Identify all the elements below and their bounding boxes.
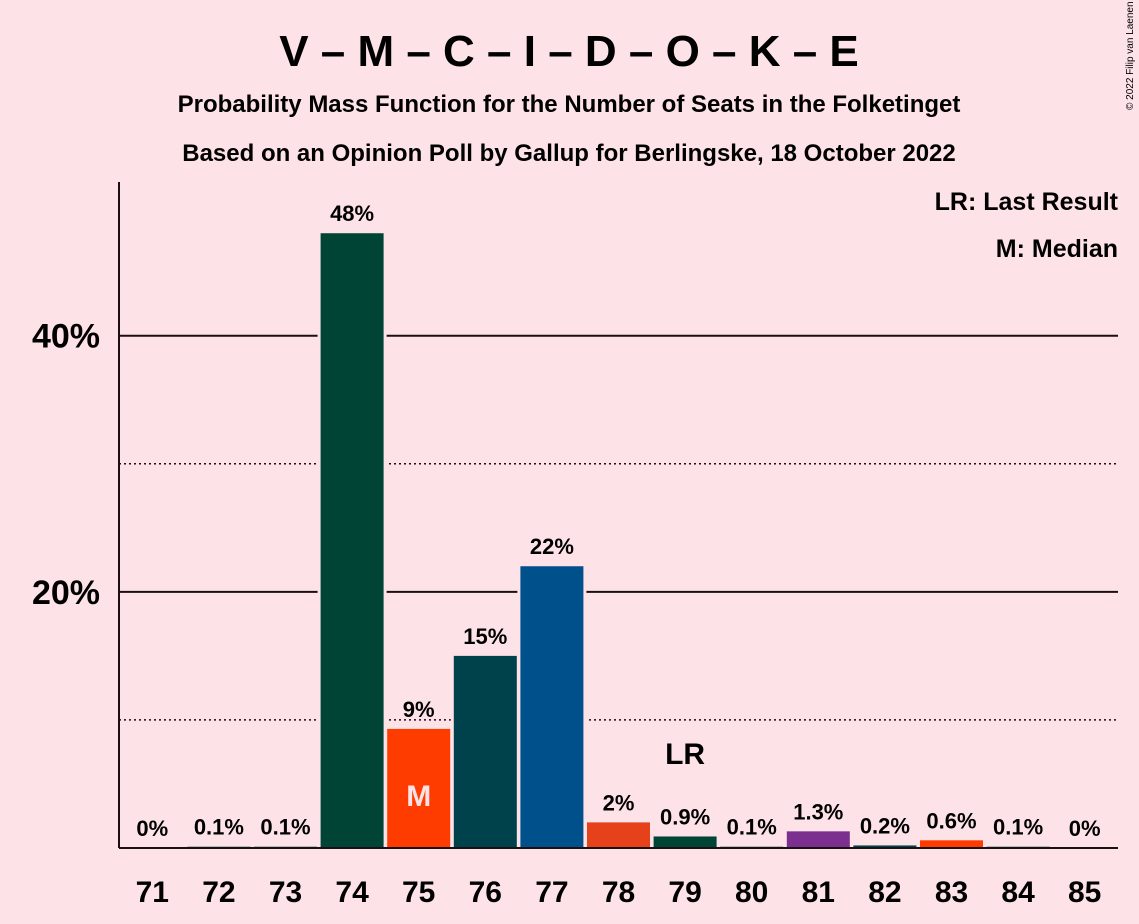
data-label: 0.1%: [727, 815, 777, 840]
bar-halo: [717, 843, 787, 848]
x-tick-label: 78: [602, 876, 635, 909]
data-label: 0.1%: [993, 815, 1043, 840]
data-label: 0.1%: [260, 815, 310, 840]
x-tick-label: 73: [269, 876, 302, 909]
x-tick-label: 74: [335, 876, 369, 909]
bar-halo: [251, 843, 320, 848]
x-tick-label: 79: [668, 876, 701, 909]
data-label: 1.3%: [793, 799, 843, 824]
copyright-notice: © 2022 Filip van Laenen: [1125, 1, 1136, 110]
y-tick-label: 20%: [32, 574, 100, 612]
data-label: 0.9%: [660, 804, 710, 829]
data-label: 15%: [463, 624, 507, 649]
data-label: 0%: [136, 816, 168, 841]
data-label: 0.2%: [860, 813, 910, 838]
x-tick-label: 71: [136, 876, 169, 909]
median-marker: M: [406, 780, 431, 813]
x-tick-label: 82: [868, 876, 901, 909]
data-label: 0.6%: [926, 808, 976, 833]
last-result-marker: LR: [665, 738, 705, 771]
bar-halo: [983, 843, 1053, 848]
grid-lines: [119, 334, 1118, 721]
bar-halo: [184, 843, 254, 848]
bar-seat-83: [920, 840, 983, 848]
bar-seat-81: [786, 831, 850, 848]
bar-seat-79: [653, 836, 717, 848]
y-tick-label: 40%: [32, 318, 100, 356]
x-tick-label: 84: [1001, 876, 1035, 909]
bar-seat-76: [453, 655, 517, 848]
data-label: 0%: [1069, 816, 1101, 841]
data-label: 0.1%: [194, 815, 244, 840]
x-tick-label: 72: [202, 876, 235, 909]
x-tick-label: 80: [735, 876, 768, 909]
bar-halo: [850, 842, 920, 848]
x-tick-label: 83: [935, 876, 968, 909]
bars-group: [184, 230, 1053, 848]
x-tick-label: 75: [402, 876, 435, 909]
x-tick-label: 85: [1068, 876, 1101, 909]
data-label: 2%: [603, 790, 635, 815]
data-label: 48%: [330, 201, 374, 226]
legend-last-result: LR: Last Result: [935, 188, 1119, 216]
chart-title: V – M – C – I – D – O – K – E: [279, 27, 859, 76]
x-tick-label: 77: [535, 876, 568, 909]
axes-group: 20% 40% 71 72 73 74 75 76 77 78 79 80 81 82 83 84 85: [32, 182, 1118, 909]
data-label: 22%: [530, 534, 574, 559]
x-tick-label: 81: [802, 876, 835, 909]
data-label: 9%: [403, 697, 435, 722]
chart-subtitle-source: Based on an Opinion Poll by Gallup for B…: [182, 140, 956, 167]
value-labels-group: 0% 0.1% 0.1% 48% 9% M 15% 22% 2% 0.9% LR 0.1% 1.3% 0.…: [136, 201, 1100, 841]
bar-seat-74: [320, 233, 384, 848]
x-tick-label: 76: [469, 876, 502, 909]
bar-seat-77: [520, 566, 584, 848]
legend-median: M: Median: [996, 235, 1118, 263]
bar-seat-75: [387, 728, 451, 848]
bar-seat-78: [587, 822, 650, 848]
chart-subtitle: Probability Mass Function for the Number…: [178, 91, 961, 118]
bar-seat-82: [853, 845, 917, 848]
